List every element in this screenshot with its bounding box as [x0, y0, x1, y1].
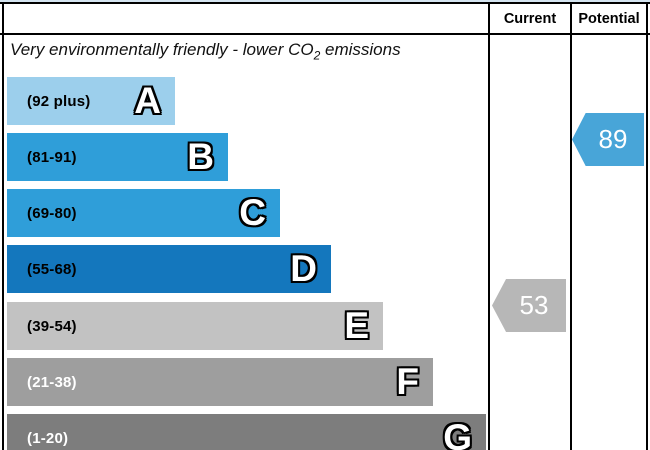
band-b-range: (81-91) — [27, 148, 77, 166]
band-g-letter: G — [443, 416, 472, 450]
column-divider-potential — [570, 2, 572, 450]
top-strip — [0, 0, 650, 2]
band-d-letter: D — [290, 247, 317, 289]
band-a: (92 plus) A — [7, 77, 175, 125]
band-b-letter: B — [187, 135, 214, 177]
column-divider-current — [488, 2, 490, 450]
column-header-potential: Potential — [578, 10, 640, 27]
column-header-current: Current — [503, 10, 557, 27]
band-a-range: (92 plus) — [27, 92, 91, 110]
header-divider — [0, 33, 650, 35]
band-g: (1-20) G — [7, 414, 486, 450]
band-f-range: (21-38) — [27, 373, 77, 391]
chart-title-suffix: emissions — [320, 40, 401, 59]
band-c-letter: C — [239, 191, 266, 233]
band-c: (69-80) C — [7, 189, 280, 237]
band-d-range: (55-68) — [27, 260, 77, 278]
chart-title-text: Very environmentally friendly - lower CO — [10, 40, 314, 59]
band-e-letter: E — [344, 304, 369, 346]
potential-rating-arrow: 89 — [572, 113, 644, 166]
band-c-range: (69-80) — [27, 204, 77, 222]
band-a-letter: A — [134, 79, 161, 121]
chart-title-subscript: 2 — [313, 48, 321, 63]
current-rating-arrow: 53 — [492, 279, 566, 332]
potential-rating-value: 89 — [598, 124, 628, 154]
band-f: (21-38) F — [7, 358, 433, 406]
border-left — [2, 2, 4, 450]
band-f-letter: F — [396, 360, 419, 402]
chart-title: Very environmentally friendly - lower CO… — [10, 40, 484, 62]
band-g-range: (1-20) — [27, 429, 69, 447]
current-rating-value: 53 — [519, 290, 549, 320]
border-top — [0, 2, 650, 4]
band-d: (55-68) D — [7, 245, 331, 293]
band-e-range: (39-54) — [27, 317, 77, 335]
border-right — [646, 2, 648, 450]
band-b: (81-91) B — [7, 133, 228, 181]
band-e: (39-54) E — [7, 302, 383, 350]
